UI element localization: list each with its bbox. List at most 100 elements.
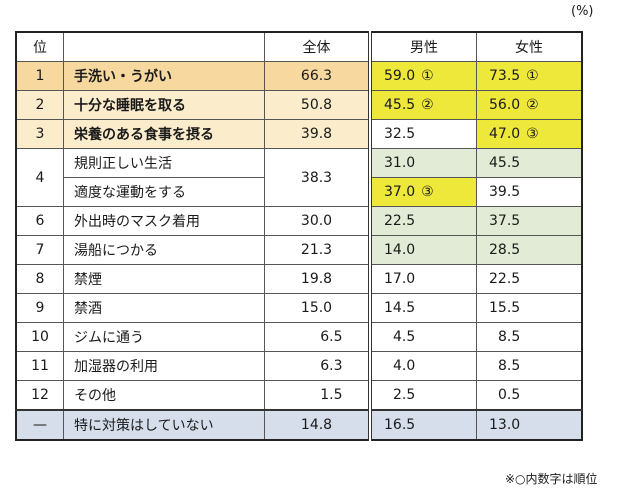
rank-cell: 9	[15, 293, 64, 323]
male-value: 4.5	[393, 329, 416, 345]
female-rank-badge: ②	[526, 97, 539, 113]
male-value: 37.0	[384, 184, 416, 200]
rank-cell: 11	[15, 351, 64, 381]
female-cell: 39.5	[476, 177, 583, 207]
female-value: 73.5	[489, 68, 521, 84]
female-value: 0.5	[498, 387, 521, 403]
table-row: 11 加湿器の利用 6.3 4.0 8.5	[15, 351, 583, 381]
total-cell: 19.8	[264, 264, 372, 294]
item-cell: 加湿器の利用	[63, 351, 265, 381]
table-row: 2 十分な睡眠を取る 50.8 45.5 ② 56.0 ②	[15, 90, 583, 120]
female-cell: 13.0	[476, 409, 583, 441]
item-cell: 禁酒	[63, 293, 265, 323]
item-cell: 十分な睡眠を取る	[63, 90, 265, 120]
total-cell: 14.8	[264, 409, 372, 441]
male-cell: 59.0 ①	[369, 61, 477, 91]
header-female: 女性	[476, 31, 583, 62]
male-cell: 16.5	[369, 409, 477, 441]
total-cell: 30.0	[264, 206, 372, 236]
male-cell: 37.0 ③	[369, 177, 477, 207]
total-value: 6.5	[320, 329, 343, 345]
table-row: 3 栄養のある食事を摂る 39.8 32.5 47.0 ③	[15, 119, 583, 149]
table-row: 12 その他 1.5 2.5 0.5	[15, 380, 583, 411]
item-cell: 湯船につかる	[63, 235, 265, 265]
total-cell: 1.5	[264, 380, 372, 411]
table-row: 7 湯船につかる 21.3 14.0 28.5	[15, 235, 583, 265]
male-cell: 31.0	[369, 148, 477, 178]
female-cell: 8.5	[476, 322, 583, 352]
ranking-table: 位 全体 男性 女性 1 手洗い・うがい 66.3 59.0 ① 73.5 ① 2 …	[15, 31, 583, 441]
table-row: 適度な運動をする 37.0 ③ 39.5	[16, 177, 583, 207]
table-row: 9 禁酒 15.0 14.5 15.5	[15, 293, 583, 323]
female-rank-badge: ③	[526, 126, 539, 142]
female-rank-badge: ①	[526, 68, 539, 84]
male-value: 59.0	[384, 68, 416, 84]
total-cell: 6.5	[264, 322, 372, 352]
item-cell: 特に対策はしていない	[63, 409, 265, 441]
male-cell: 14.5	[369, 293, 477, 323]
total-cell: 21.3	[264, 235, 372, 265]
female-value: 56.0	[489, 97, 521, 113]
female-cell: 0.5	[476, 380, 583, 411]
female-cell: 45.5	[476, 148, 583, 178]
male-value: 2.5	[393, 387, 416, 403]
header-rank: 位	[15, 31, 64, 62]
female-value: 8.5	[498, 329, 521, 345]
male-cell: 4.5	[369, 322, 477, 352]
total-value: 6.3	[320, 358, 343, 374]
male-value: 4.0	[393, 358, 416, 374]
female-value: 47.0	[489, 126, 521, 142]
unit-label: (%)	[571, 4, 594, 19]
total-cell: 39.8	[264, 119, 372, 149]
header-item	[63, 31, 265, 62]
male-cell: 2.5	[369, 380, 477, 411]
total-cell: 38.3	[264, 148, 372, 207]
female-value: 8.5	[498, 358, 521, 374]
female-cell: 8.5	[476, 351, 583, 381]
table-row: 4 規則正しい生活 38.3 31.0 45.5	[15, 148, 583, 207]
female-cell: 73.5 ①	[476, 61, 583, 91]
female-cell: 22.5	[476, 264, 583, 294]
rank-cell: 10	[15, 322, 64, 352]
female-cell: 15.5	[476, 293, 583, 323]
male-cell: 45.5 ②	[369, 90, 477, 120]
rank-cell: 3	[15, 119, 64, 149]
table-row: 8 禁煙 19.8 17.0 22.5	[15, 264, 583, 294]
footnote: ※○内数字は順位	[505, 472, 598, 486]
total-cell: 50.8	[264, 90, 372, 120]
rank-cell: 6	[15, 206, 64, 236]
item-cell: 適度な運動をする	[63, 177, 265, 207]
item-cell: 手洗い・うがい	[63, 61, 265, 91]
table-row: 10 ジムに通う 6.5 4.5 8.5	[15, 322, 583, 352]
total-cell: 15.0	[264, 293, 372, 323]
rank-cell: 12	[15, 380, 64, 411]
female-cell: 56.0 ②	[476, 90, 583, 120]
male-cell: 22.5	[369, 206, 477, 236]
rank-cell: 1	[15, 61, 64, 91]
total-value: 1.5	[320, 387, 343, 403]
rank-cell: 4	[15, 148, 64, 207]
male-cell: 32.5	[369, 119, 477, 149]
rank-cell: —	[15, 409, 64, 441]
male-rank-badge: ②	[421, 97, 434, 113]
item-cell: その他	[63, 380, 265, 411]
female-cell: 47.0 ③	[476, 119, 583, 149]
header-male: 男性	[369, 31, 477, 62]
table-row-no-measures: — 特に対策はしていない 14.8 16.5 13.0	[15, 409, 583, 441]
male-value: 45.5	[384, 97, 416, 113]
total-cell: 66.3	[264, 61, 372, 91]
rank-cell: 8	[15, 264, 64, 294]
item-cell: 栄養のある食事を摂る	[63, 119, 265, 149]
item-cell: 外出時のマスク着用	[63, 206, 265, 236]
female-cell: 28.5	[476, 235, 583, 265]
item-cell: 禁煙	[63, 264, 265, 294]
table-row: 6 外出時のマスク着用 30.0 22.5 37.5	[15, 206, 583, 236]
male-rank-badge: ③	[421, 184, 434, 200]
table-row: 1 手洗い・うがい 66.3 59.0 ① 73.5 ①	[15, 61, 583, 91]
item-cell: ジムに通う	[63, 322, 265, 352]
male-cell: 17.0	[369, 264, 477, 294]
male-cell: 14.0	[369, 235, 477, 265]
rank-cell: 2	[15, 90, 64, 120]
header-row: 位 全体 男性 女性	[15, 31, 583, 62]
male-rank-badge: ①	[421, 68, 434, 84]
